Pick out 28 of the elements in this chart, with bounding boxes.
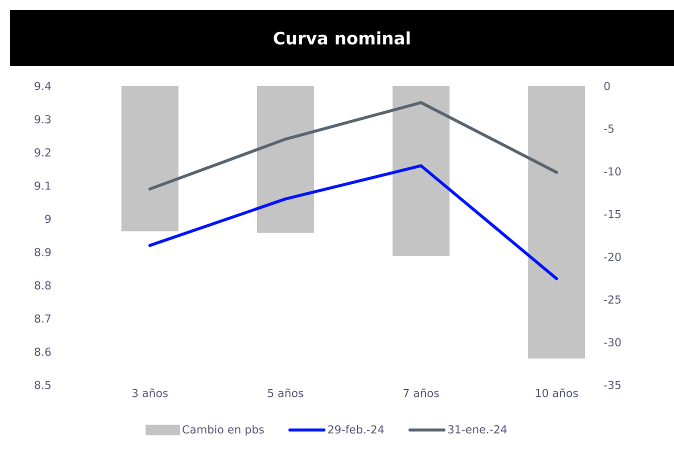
y2-tick-label: -15 [604,210,621,218]
line-series [148,101,558,190]
x-tick-label: 7 años [404,388,439,398]
chart-title: Curva nominal [274,31,410,45]
y2-tick-label: -10 [604,167,621,176]
y-tick-label: 8.6 [34,348,51,356]
y-tick-label: 9.2 [34,148,50,157]
legend-label: Cambio en pbs [182,425,264,436]
line-series [148,164,558,280]
x-tick-label: 3 años [132,388,168,398]
y-tick-label: 8.5 [34,380,51,390]
y2-tick-label: -5 [604,124,614,133]
y-tick-label: 9.4 [34,82,51,90]
y-tick-label: 8.9 [34,248,51,256]
y2-tick-label: -30 [604,338,621,346]
y2-tick-label: -20 [604,252,621,262]
y2-tick-label: -25 [604,295,621,304]
y-tick-label: 9.3 [34,115,51,124]
x-tick-label: 5 años [268,388,304,398]
y2-tick-label: 0 [604,82,610,90]
legend-label: 29-feb.-24 [328,425,384,434]
legend-label: 31-ene.-24 [448,425,507,434]
y-tick-label: 9 [45,214,51,224]
y-tick-label: 8.7 [34,314,51,323]
y-tick-label: 8.8 [34,281,51,290]
y-tick-label: 9.1 [34,182,50,190]
x-tick-label: 10 años [536,388,578,398]
y2-tick-label: -35 [604,380,621,390]
